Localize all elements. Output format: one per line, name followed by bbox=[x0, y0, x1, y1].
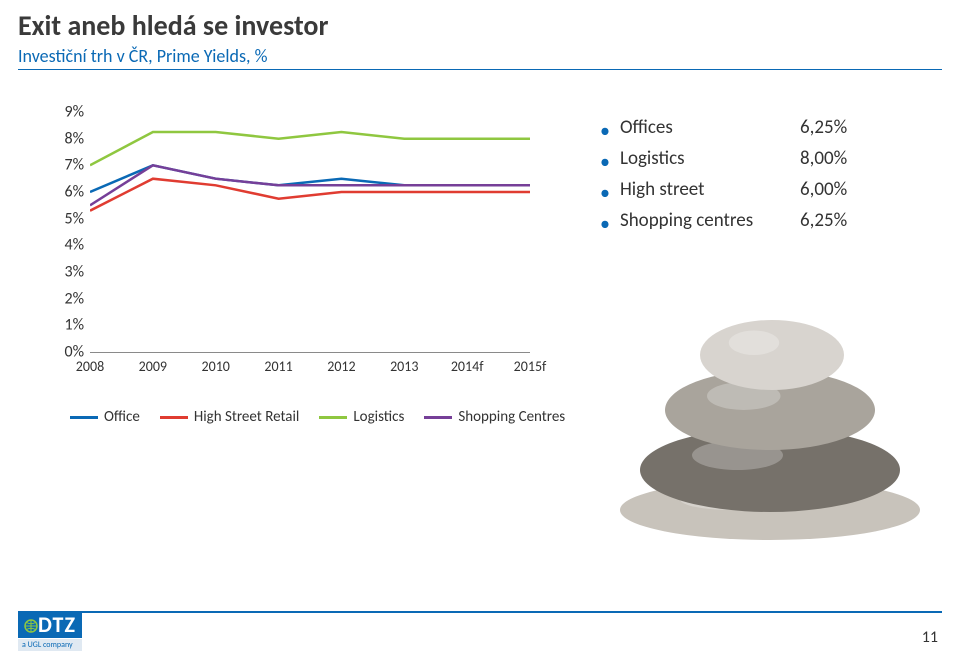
bullet-label: Logistics bbox=[620, 147, 800, 170]
series-line bbox=[90, 165, 530, 205]
x-tick-label: 2013 bbox=[390, 358, 418, 375]
bullet-dot-icon: • bbox=[600, 121, 610, 141]
slide: Exit aneb hledá se investor Investiční t… bbox=[0, 0, 960, 661]
header: Exit aneb hledá se investor Investiční t… bbox=[18, 8, 942, 70]
legend-swatch bbox=[424, 416, 452, 419]
legend-label: Logistics bbox=[353, 408, 404, 426]
x-tick-label: 2011 bbox=[264, 358, 292, 375]
logo-subtext: a UGL company bbox=[18, 639, 82, 651]
logo-mark: DTZ bbox=[18, 611, 82, 638]
legend-label: Shopping Centres bbox=[458, 408, 565, 426]
y-tick-label: 2% bbox=[40, 289, 84, 308]
x-tick-label: 2010 bbox=[202, 358, 230, 375]
bullet-value: 8,00% bbox=[800, 147, 870, 170]
stone-highlight bbox=[729, 331, 779, 356]
y-tick-label: 1% bbox=[40, 316, 84, 335]
chart-plot bbox=[90, 112, 530, 353]
stones-image bbox=[610, 280, 930, 540]
page-title: Exit aneb hledá se investor bbox=[18, 8, 942, 43]
bullet-value: 6,25% bbox=[800, 116, 870, 139]
y-tick-label: 8% bbox=[40, 129, 84, 148]
legend-item: High Street Retail bbox=[160, 408, 300, 426]
subtitle-wrap: Investiční trh v ČR, Prime Yields, % bbox=[18, 45, 942, 67]
bullet-dot-icon: • bbox=[600, 183, 610, 203]
bullet-label: High street bbox=[620, 178, 800, 201]
bullet-dot-icon: • bbox=[600, 214, 610, 234]
header-rule bbox=[18, 69, 942, 70]
legend-item: Office bbox=[70, 408, 140, 426]
page-subtitle: Investiční trh v ČR, Prime Yields, % bbox=[18, 45, 267, 67]
bullet-dot-icon: • bbox=[600, 152, 610, 172]
chart-legend: Office High Street Retail Logistics Shoppin… bbox=[70, 408, 580, 426]
yields-chart: 0%1%2%3%4%5%6%7%8%9% 2008200920102011201… bbox=[40, 112, 550, 382]
summary-bullets: •Offices6,25%•Logistics8,00%•High street… bbox=[600, 116, 870, 240]
x-tick-label: 2015f bbox=[514, 358, 547, 375]
series-line bbox=[90, 132, 530, 165]
y-tick-label: 7% bbox=[40, 156, 84, 175]
bullet-item: • High street6,00% bbox=[600, 178, 870, 201]
legend-item: Shopping Centres bbox=[424, 408, 565, 426]
y-tick-label: 4% bbox=[40, 236, 84, 255]
bullet-item: • Shopping centres6,25% bbox=[600, 209, 870, 232]
dtz-logo: DTZ a UGL company bbox=[18, 611, 82, 651]
bullet-item: • Offices6,25% bbox=[600, 116, 870, 139]
series-line bbox=[90, 179, 530, 211]
legend-swatch bbox=[70, 416, 98, 419]
chart-lines bbox=[90, 112, 530, 352]
x-tick-label: 2008 bbox=[76, 358, 104, 375]
legend-label: Office bbox=[104, 408, 140, 426]
bullet-item: • Logistics8,00% bbox=[600, 147, 870, 170]
footer-rule bbox=[18, 611, 942, 613]
legend-label: High Street Retail bbox=[194, 408, 300, 426]
y-tick-label: 6% bbox=[40, 183, 84, 202]
y-tick-label: 5% bbox=[40, 209, 84, 228]
logo-text: DTZ bbox=[38, 611, 76, 638]
stone-shape bbox=[700, 320, 844, 390]
bullet-value: 6,25% bbox=[800, 209, 870, 232]
x-tick-label: 2012 bbox=[327, 358, 355, 375]
bullet-value: 6,00% bbox=[800, 178, 870, 201]
x-tick-label: 2014f bbox=[451, 358, 484, 375]
x-tick-label: 2009 bbox=[139, 358, 167, 375]
legend-row: Office High Street Retail Logistics Shoppin… bbox=[70, 408, 580, 426]
page-number: 11 bbox=[922, 628, 938, 647]
y-tick-label: 3% bbox=[40, 263, 84, 282]
legend-item: Logistics bbox=[319, 408, 404, 426]
legend-swatch bbox=[319, 416, 347, 419]
globe-icon bbox=[24, 619, 38, 633]
bullet-label: Shopping centres bbox=[620, 209, 800, 232]
y-tick-label: 9% bbox=[40, 103, 84, 122]
bullet-label: Offices bbox=[620, 116, 800, 139]
legend-swatch bbox=[160, 416, 188, 419]
